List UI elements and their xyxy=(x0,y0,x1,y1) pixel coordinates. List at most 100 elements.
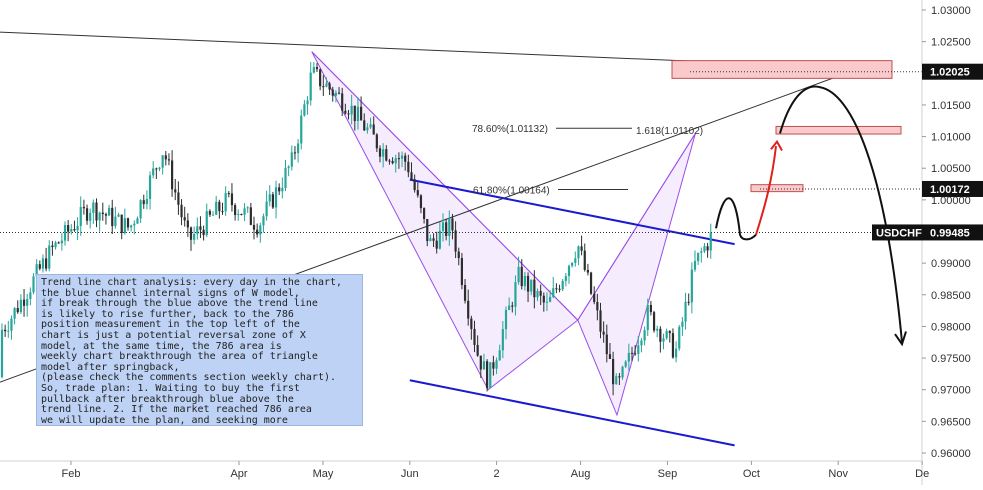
candle-body xyxy=(630,352,634,354)
candle-body xyxy=(662,338,665,342)
price-axis[interactable]: 1.030001.025001.020001.015001.010001.005… xyxy=(872,0,983,485)
candle-body xyxy=(347,113,350,115)
zone-786 xyxy=(775,125,902,135)
candle-body xyxy=(536,290,539,298)
candle-body xyxy=(599,310,602,332)
candle-body xyxy=(120,214,123,234)
candle-body xyxy=(85,208,89,221)
candle-body xyxy=(675,348,678,358)
candle-body xyxy=(375,134,378,149)
candle-body xyxy=(148,175,152,199)
candle-body xyxy=(419,195,423,209)
candle-body xyxy=(22,299,26,306)
candle-body xyxy=(589,272,593,294)
candle-body xyxy=(511,305,514,307)
candle-body xyxy=(530,279,533,292)
candle-body xyxy=(240,213,243,215)
price-tick-label: 0.96500 xyxy=(931,416,971,428)
candle-body xyxy=(171,160,174,190)
candle-body xyxy=(605,334,608,355)
candle-body xyxy=(608,354,612,359)
candle-body xyxy=(48,245,51,269)
candle-body xyxy=(111,207,114,227)
time-tick-label: May xyxy=(313,468,334,480)
candle-body xyxy=(552,288,555,297)
candle-body xyxy=(278,187,281,192)
candle-body xyxy=(593,293,596,303)
candle-body xyxy=(82,206,85,209)
candle-body xyxy=(274,187,278,208)
price-tick-label: 0.99000 xyxy=(931,258,971,270)
candle-body xyxy=(678,326,681,349)
time-tick-label: Nov xyxy=(828,468,848,480)
price-tick-label: 1.00000 xyxy=(931,195,971,207)
candle-body xyxy=(180,204,183,218)
candle-body xyxy=(10,318,13,331)
candle-body xyxy=(697,252,700,262)
candle-body xyxy=(221,211,224,213)
candle-body xyxy=(89,212,92,221)
candle-body xyxy=(114,216,117,227)
channel-bottom-line xyxy=(409,379,735,447)
candle-body xyxy=(372,124,375,135)
candle-body xyxy=(164,155,167,160)
candle-body xyxy=(501,329,504,351)
candle-body xyxy=(218,201,221,212)
candle-body xyxy=(7,330,10,332)
candle-body xyxy=(460,258,463,285)
candle-body xyxy=(690,269,693,303)
time-axis[interactable]: Feb Apr May Jun 2 Aug Sep Oct Nov De xyxy=(0,460,929,480)
candle-body xyxy=(139,200,142,219)
fib-786-label: 78.60%(1.01132) xyxy=(472,124,548,135)
candle-body xyxy=(303,104,306,116)
candle-body xyxy=(479,355,482,370)
fib-618-label: 61.80%(1.00164) xyxy=(473,185,550,196)
candle-body xyxy=(394,158,397,164)
candle-body xyxy=(665,331,668,339)
candle-body xyxy=(224,193,227,212)
candle-body xyxy=(448,218,451,236)
price-tick-label: 0.98500 xyxy=(931,290,971,302)
candle-body xyxy=(624,361,627,367)
candle-body xyxy=(586,269,589,273)
candle-body xyxy=(133,223,136,226)
candle-body xyxy=(227,193,230,195)
note-line: if break through the blue above the tren… xyxy=(41,298,318,310)
note-line: position measurement in the top left of … xyxy=(41,319,300,331)
note-line: So, trade plan: 1. Waiting to buy the fi… xyxy=(41,382,300,394)
forecast-black-arrowhead xyxy=(894,331,907,347)
candle-body xyxy=(186,220,189,228)
candle-body xyxy=(520,266,523,287)
candle-body xyxy=(369,124,372,128)
candle-body xyxy=(580,246,583,251)
time-tick-label: Apr xyxy=(230,468,247,480)
candle-body xyxy=(29,292,32,299)
candle-body xyxy=(356,106,360,122)
candle-body xyxy=(95,202,98,221)
candle-body xyxy=(504,309,508,330)
candle-body xyxy=(0,329,4,378)
candle-body xyxy=(19,299,22,313)
candle-body xyxy=(98,212,101,221)
candle-body xyxy=(703,246,706,252)
candle-body xyxy=(328,83,331,90)
candle-body xyxy=(145,198,148,205)
candle-body xyxy=(73,229,76,231)
candle-body xyxy=(400,155,404,159)
candle-body xyxy=(423,208,426,219)
candle-body xyxy=(652,312,656,331)
note-line: chart is just a potential reversal zone … xyxy=(41,329,306,341)
candle-body xyxy=(366,127,369,131)
candle-body xyxy=(706,246,709,251)
candle-body xyxy=(237,213,240,216)
note-line: Trend line chart analysis: every day in … xyxy=(41,277,343,288)
time-tick-label: Sep xyxy=(658,468,678,480)
candle-body xyxy=(429,238,432,242)
candle-body xyxy=(649,305,652,313)
candle-body xyxy=(205,211,208,236)
symbol-tag-label: USDCHF xyxy=(876,227,922,239)
candle-body xyxy=(309,72,312,101)
candle-body xyxy=(325,83,328,87)
